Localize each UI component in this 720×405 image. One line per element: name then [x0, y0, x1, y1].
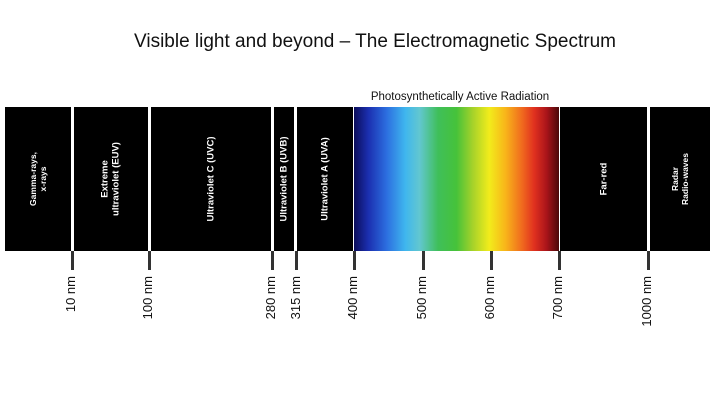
tick-label-100nm: 100 nm — [140, 276, 155, 320]
band-euv: Extreme ultraviolet (EUV) — [74, 107, 148, 251]
tick-500nm — [422, 251, 425, 270]
band-radio-line-2: Radio-waves — [680, 153, 690, 205]
band-gamma-xray-line-2: x-rays — [38, 166, 48, 192]
tick-label-1000nm: 1000 nm — [639, 276, 654, 327]
band-uva: Ultraviolet A (UVA) — [297, 107, 353, 251]
tick-label-280nm: 280 nm — [263, 276, 278, 320]
band-far-red-label: Far-red — [597, 162, 609, 196]
spectrum-band-strip: Gamma-rays, x-rays Extreme ultraviolet (… — [5, 107, 710, 251]
tick-315nm — [295, 251, 298, 270]
band-gamma-xray-label: Gamma-rays, x-rays — [28, 152, 48, 206]
tick-10nm — [71, 251, 74, 270]
band-gamma-xray-line-1: Gamma-rays, — [27, 152, 38, 206]
band-far-red: Far-red — [560, 107, 647, 251]
band-radio-line-1: Radar — [669, 166, 680, 192]
tick-600nm — [490, 251, 493, 270]
band-radio: Radar Radio-waves — [650, 107, 710, 251]
tick-label-700nm: 700 nm — [550, 276, 565, 320]
band-uva-label: Ultraviolet A (UVA) — [319, 137, 331, 221]
tick-label-500nm: 500 nm — [414, 276, 429, 320]
band-euv-line-2: ultraviolet (EUV) — [111, 142, 122, 216]
band-visible-spectrum — [354, 107, 559, 251]
tick-label-400nm: 400 nm — [345, 276, 360, 320]
diagram-title: Visible light and beyond – The Electroma… — [134, 31, 616, 52]
tick-label-600nm: 600 nm — [482, 276, 497, 320]
tick-700nm — [558, 251, 561, 270]
band-gamma-xray: Gamma-rays, x-rays — [5, 107, 71, 251]
band-radio-label: Radar Radio-waves — [670, 153, 690, 205]
band-uvb-label: Ultraviolet B (UVB) — [278, 136, 290, 222]
band-euv-line-1: Extreme — [99, 160, 111, 198]
tick-280nm — [271, 251, 274, 270]
band-uvc: Ultraviolet C (UVC) — [151, 107, 271, 251]
band-uvb: Ultraviolet B (UVB) — [274, 107, 294, 251]
tick-label-315nm: 315 nm — [288, 276, 303, 320]
tick-100nm — [148, 251, 151, 270]
par-label: Photosynthetically Active Radiation — [370, 91, 550, 103]
tick-label-10nm: 10 nm — [63, 276, 78, 313]
tick-1000nm — [647, 251, 650, 270]
tick-400nm — [353, 251, 356, 270]
band-uvc-label: Ultraviolet C (UVC) — [205, 136, 217, 222]
band-euv-label: Extreme ultraviolet (EUV) — [100, 142, 123, 216]
